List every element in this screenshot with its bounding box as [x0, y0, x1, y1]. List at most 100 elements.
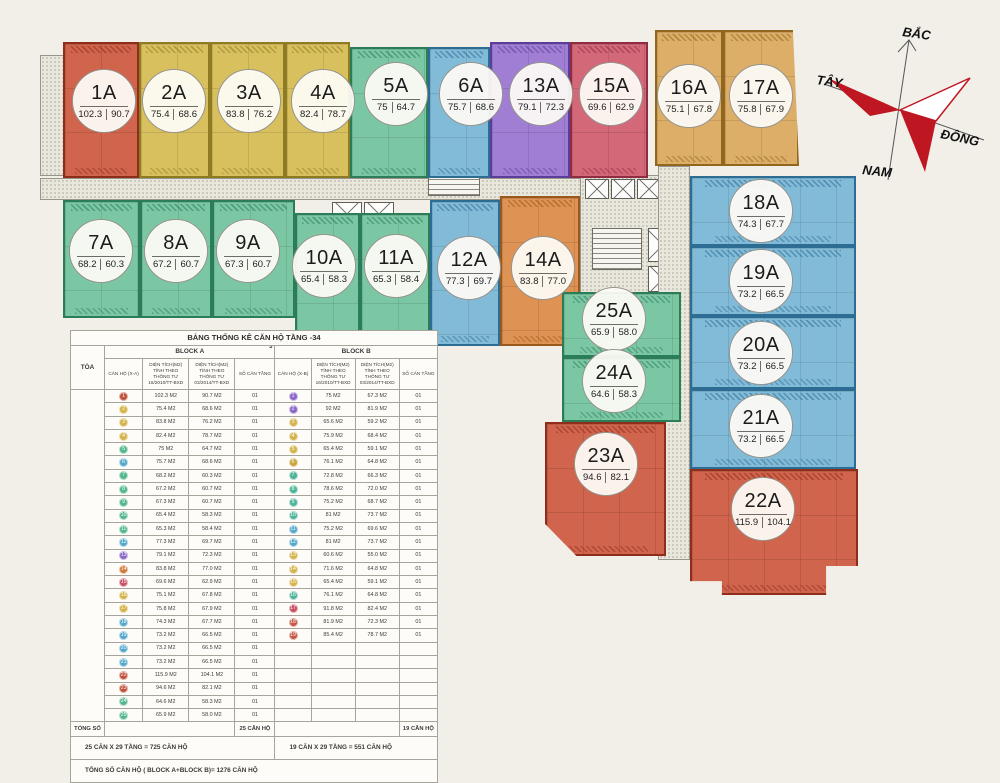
- unit-number-cell: 12: [104, 535, 144, 550]
- area-b-tt16-cell: [310, 681, 356, 696]
- area-b-tt03-cell: [354, 694, 400, 710]
- count-a-cell: 01: [234, 601, 276, 617]
- area-b-tt16-cell: [310, 694, 356, 710]
- unit-number-cell: 1: [274, 388, 312, 404]
- unit-number-cell: [274, 681, 312, 696]
- col-so-can-tang-a: SỐ CĂN TẦNG: [234, 358, 276, 390]
- area-a-tt16-cell: 74.3 M2: [142, 615, 190, 630]
- area-a-tt03-cell: 62.9 M2: [188, 575, 236, 590]
- area-a-tt03-cell: 82.1 M2: [188, 681, 236, 696]
- unit-number-cell: 17: [274, 601, 312, 617]
- col-dien-tich-03-b: DIỆN TÍCH(M2) TÍNH THEO THÔNG TƯ 03/2014…: [354, 358, 400, 390]
- unit-number-cell: 11: [104, 521, 144, 537]
- unit-number-cell: 11: [274, 521, 312, 537]
- area-tt16: 67.2: [153, 258, 177, 270]
- area-a-tt03-cell: 76.2 M2: [188, 415, 236, 430]
- area-tt16: 102.3: [78, 108, 108, 120]
- unit-badge-22a: 22A 115.9 104.1: [731, 477, 795, 541]
- area-a-tt16-cell: 65.3 M2: [142, 521, 190, 537]
- unit-number-cell: 25: [104, 708, 144, 723]
- area-a-tt03-cell: 64.7 M2: [188, 442, 236, 457]
- unit-number-badge: 1: [119, 391, 129, 401]
- area-tt03: 58.0: [618, 326, 637, 338]
- count-b-cell: [398, 668, 439, 683]
- count-a-cell: 01: [234, 455, 276, 470]
- area-a-tt03-cell: 58.4 M2: [188, 521, 236, 537]
- unit-number-badge: 12: [288, 537, 298, 547]
- unit-number-cell: 1: [104, 388, 144, 404]
- area-tt16: 82.4: [300, 108, 324, 120]
- compass-west-label: TÂY: [816, 72, 845, 91]
- count-a-cell: 01: [234, 668, 276, 683]
- unit-number-badge: 17: [288, 604, 298, 614]
- unit-label: 6A: [458, 74, 484, 97]
- area-a-tt16-cell: 75.8 M2: [142, 601, 190, 617]
- count-a-cell: 01: [234, 694, 276, 710]
- unit-badge-11a: 11A 65.3 58.4: [364, 234, 428, 298]
- unit-number-cell: 9: [104, 495, 144, 510]
- area-a-tt03-cell: 68.6 M2: [188, 455, 236, 470]
- unit-label: 16A: [670, 76, 708, 99]
- area-b-tt03-cell: 81.9 M2: [354, 402, 400, 417]
- unit-label: 22A: [744, 489, 782, 512]
- count-b-cell: 01: [398, 428, 439, 444]
- area-tt16: 75.7: [448, 101, 472, 113]
- area-b-tt16-cell: 75.9 M2: [310, 428, 356, 444]
- area-a-tt16-cell: 73.2 M2: [142, 641, 190, 656]
- table-row: 3 83.8 M2 76.2 M2 01 3 65.6 M2 59.2 M2 01: [71, 415, 439, 430]
- count-a-cell: 01: [234, 615, 276, 630]
- area-a-tt16-cell: 82.4 M2: [142, 428, 190, 444]
- unit-badge-15a: 15A 69.6 62.9: [579, 62, 643, 126]
- unit-number-cell: 18: [274, 615, 312, 630]
- area-tt03: 67.9: [765, 103, 784, 115]
- area-tt03: 68.6: [475, 101, 494, 113]
- stairs-right-core: [592, 228, 642, 270]
- unit-badge-14a: 14A 83.8 77.0: [511, 236, 575, 300]
- area-b-tt03-cell: 82.4 M2: [354, 601, 400, 617]
- unit-number-cell: 13: [274, 548, 312, 563]
- unit-number-cell: 12: [274, 535, 312, 550]
- unit-label: 8A: [163, 231, 189, 254]
- table-row: 14 83.8 M2 77.0 M2 01 14 71.6 M2 64.8 M2 01: [71, 561, 439, 577]
- count-a-cell: 01: [234, 548, 276, 563]
- area-tt16: 75.4: [151, 108, 175, 120]
- area-b-tt03-cell: 78.7 M2: [354, 628, 400, 643]
- unit-label: 13A: [522, 74, 560, 97]
- unit-badge-23a: 23A 94.6 82.1: [574, 432, 638, 496]
- count-a-cell: 01: [234, 681, 276, 696]
- count-b-cell: 01: [398, 575, 439, 590]
- area-tt03: 68.6: [178, 108, 197, 120]
- unit-number-cell: 5: [274, 442, 312, 457]
- count-a-cell: 01: [234, 495, 276, 510]
- unit-number-badge: 2: [119, 404, 129, 414]
- area-a-tt03-cell: 60.7 M2: [188, 495, 236, 510]
- area-b-tt16-cell: [310, 668, 356, 683]
- unit-label: 20A: [742, 333, 780, 356]
- unit-number-badge: 4: [119, 431, 129, 441]
- area-a-tt16-cell: 65.9 M2: [142, 708, 190, 723]
- unit-number-cell: [274, 654, 312, 670]
- count-b-cell: 01: [398, 442, 439, 457]
- unit-number-cell: 19: [104, 628, 144, 643]
- area-b-tt16-cell: 72.8 M2: [310, 468, 356, 484]
- area-b-tt03-cell: 59.2 M2: [354, 415, 400, 430]
- compass-south-label: NAM: [862, 162, 894, 180]
- count-a-cell: 01: [234, 561, 276, 577]
- unit-number-cell: 8: [104, 482, 144, 497]
- unit-number-badge: 18: [288, 617, 298, 627]
- area-a-tt03-cell: 66.5 M2: [188, 654, 236, 670]
- table-row: 10 65.4 M2 58.3 M2 01 10 81 M2 73.7 M2 01: [71, 508, 439, 523]
- block-b-header: BLOCK B: [274, 345, 438, 359]
- unit-number-badge: 19: [119, 630, 129, 640]
- area-b-tt03-cell: 72.0 M2: [354, 482, 400, 497]
- area-tt16: 77.3: [446, 275, 470, 287]
- grand-total: TỔNG SỐ CĂN HỘ ( BLOCK A+BLOCK B)= 1276 …: [70, 759, 438, 783]
- unit-label: 25A: [595, 299, 633, 322]
- area-tt16: 68.2: [78, 258, 102, 270]
- unit-number-cell: 2: [104, 402, 144, 417]
- count-a-cell: 01: [234, 388, 276, 404]
- table-row: 20 73.2 M2 66.5 M2 01: [71, 641, 439, 656]
- unit-number-cell: 9: [274, 495, 312, 510]
- unit-label: 19A: [742, 261, 780, 284]
- unit-label: 4A: [310, 81, 336, 104]
